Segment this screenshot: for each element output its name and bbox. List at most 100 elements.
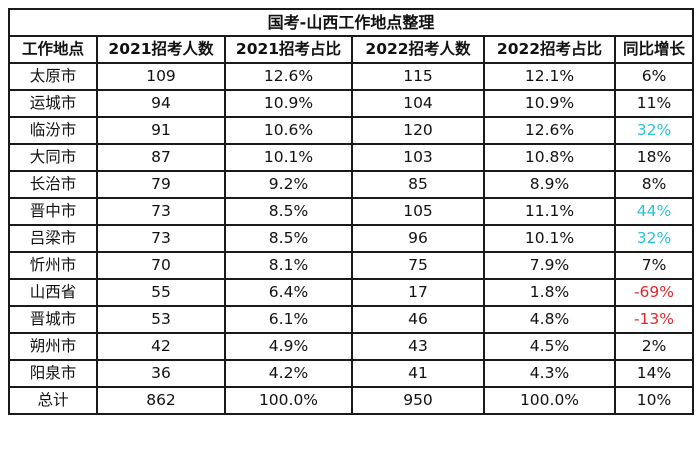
table-container: 国考-山西工作地点整理 工作地点 2021招考人数 2021招考占比 2022招…	[8, 8, 694, 415]
cell-growth: 14%	[614, 359, 694, 388]
table-body: 太原市 109 12.6% 115 12.1% 6% 运城市 94 10.9% 104 10.9% 1…	[8, 62, 694, 415]
cell-2021-count: 73	[96, 224, 226, 253]
total-cell-2021-share: 100.0%	[224, 386, 353, 415]
cell-2022-share: 10.8%	[483, 143, 616, 172]
cell-2021-share: 8.5%	[224, 224, 353, 253]
table-row: 朔州市 42 4.9% 43 4.5% 2%	[8, 332, 694, 361]
header-2021-count: 2021招考人数	[96, 35, 226, 64]
cell-2022-count: 115	[351, 62, 485, 91]
header-place: 工作地点	[8, 35, 98, 64]
cell-2021-count: 36	[96, 359, 226, 388]
cell-2022-count: 85	[351, 170, 485, 199]
cell-growth: 7%	[614, 251, 694, 280]
cell-2022-share: 8.9%	[483, 170, 616, 199]
cell-2021-share: 10.9%	[224, 89, 353, 118]
cell-growth: 32%	[614, 224, 694, 253]
header-growth: 同比增长	[614, 35, 694, 64]
cell-2022-count: 17	[351, 278, 485, 307]
cell-2021-share: 8.5%	[224, 197, 353, 226]
cell-place: 长治市	[8, 170, 98, 199]
total-cell-growth: 10%	[614, 386, 694, 415]
cell-2021-count: 53	[96, 305, 226, 334]
cell-2022-count: 105	[351, 197, 485, 226]
total-row: 总计 862 100.0% 950 100.0% 10%	[8, 386, 694, 415]
cell-2021-count: 70	[96, 251, 226, 280]
table-row: 吕梁市 73 8.5% 96 10.1% 32%	[8, 224, 694, 253]
cell-growth: 2%	[614, 332, 694, 361]
cell-2022-count: 43	[351, 332, 485, 361]
cell-2022-count: 41	[351, 359, 485, 388]
cell-place: 运城市	[8, 89, 98, 118]
cell-place: 晋中市	[8, 197, 98, 226]
cell-2021-count: 79	[96, 170, 226, 199]
cell-2022-share: 4.5%	[483, 332, 616, 361]
cell-2022-count: 75	[351, 251, 485, 280]
cell-2022-share: 11.1%	[483, 197, 616, 226]
header-2022-share: 2022招考占比	[483, 35, 616, 64]
cell-place: 临汾市	[8, 116, 98, 145]
data-table: 国考-山西工作地点整理 工作地点 2021招考人数 2021招考占比 2022招…	[8, 8, 694, 415]
cell-2021-count: 94	[96, 89, 226, 118]
cell-growth: -13%	[614, 305, 694, 334]
table-row: 晋中市 73 8.5% 105 11.1% 44%	[8, 197, 694, 226]
table-row: 大同市 87 10.1% 103 10.8% 18%	[8, 143, 694, 172]
cell-2022-count: 96	[351, 224, 485, 253]
cell-2021-share: 10.1%	[224, 143, 353, 172]
cell-2021-share: 10.6%	[224, 116, 353, 145]
total-cell-2022-share: 100.0%	[483, 386, 616, 415]
cell-2022-share: 1.8%	[483, 278, 616, 307]
cell-place: 忻州市	[8, 251, 98, 280]
total-cell-2022-count: 950	[351, 386, 485, 415]
cell-growth: 32%	[614, 116, 694, 145]
cell-place: 吕梁市	[8, 224, 98, 253]
cell-2021-count: 42	[96, 332, 226, 361]
cell-place: 晋城市	[8, 305, 98, 334]
cell-2021-count: 109	[96, 62, 226, 91]
cell-2021-share: 9.2%	[224, 170, 353, 199]
header-2022-count: 2022招考人数	[351, 35, 485, 64]
table-title: 国考-山西工作地点整理	[8, 8, 694, 37]
cell-place: 山西省	[8, 278, 98, 307]
table-row: 山西省 55 6.4% 17 1.8% -69%	[8, 278, 694, 307]
cell-2022-count: 120	[351, 116, 485, 145]
cell-place: 太原市	[8, 62, 98, 91]
cell-place: 阳泉市	[8, 359, 98, 388]
cell-growth: 11%	[614, 89, 694, 118]
cell-2022-count: 103	[351, 143, 485, 172]
cell-place: 朔州市	[8, 332, 98, 361]
cell-growth: 18%	[614, 143, 694, 172]
cell-2022-share: 10.1%	[483, 224, 616, 253]
cell-2021-count: 55	[96, 278, 226, 307]
cell-2021-count: 91	[96, 116, 226, 145]
title-row: 国考-山西工作地点整理	[8, 8, 694, 37]
cell-2021-share: 4.2%	[224, 359, 353, 388]
table-row: 忻州市 70 8.1% 75 7.9% 7%	[8, 251, 694, 280]
cell-2022-share: 10.9%	[483, 89, 616, 118]
cell-place: 大同市	[8, 143, 98, 172]
cell-2021-count: 73	[96, 197, 226, 226]
cell-2022-share: 12.1%	[483, 62, 616, 91]
cell-growth: 44%	[614, 197, 694, 226]
cell-2022-count: 46	[351, 305, 485, 334]
cell-2022-share: 12.6%	[483, 116, 616, 145]
cell-2021-share: 12.6%	[224, 62, 353, 91]
table-row: 运城市 94 10.9% 104 10.9% 11%	[8, 89, 694, 118]
cell-2021-share: 6.4%	[224, 278, 353, 307]
cell-growth: 6%	[614, 62, 694, 91]
cell-growth: 8%	[614, 170, 694, 199]
cell-growth: -69%	[614, 278, 694, 307]
cell-2022-share: 4.3%	[483, 359, 616, 388]
cell-2022-count: 104	[351, 89, 485, 118]
total-cell-place: 总计	[8, 386, 98, 415]
cell-2022-share: 7.9%	[483, 251, 616, 280]
table-row: 晋城市 53 6.1% 46 4.8% -13%	[8, 305, 694, 334]
cell-2021-share: 4.9%	[224, 332, 353, 361]
table-row: 阳泉市 36 4.2% 41 4.3% 14%	[8, 359, 694, 388]
header-row: 工作地点 2021招考人数 2021招考占比 2022招考人数 2022招考占比…	[8, 35, 694, 64]
total-cell-2021-count: 862	[96, 386, 226, 415]
table-row: 太原市 109 12.6% 115 12.1% 6%	[8, 62, 694, 91]
cell-2021-share: 8.1%	[224, 251, 353, 280]
cell-2021-count: 87	[96, 143, 226, 172]
table-row: 长治市 79 9.2% 85 8.9% 8%	[8, 170, 694, 199]
table-row: 临汾市 91 10.6% 120 12.6% 32%	[8, 116, 694, 145]
